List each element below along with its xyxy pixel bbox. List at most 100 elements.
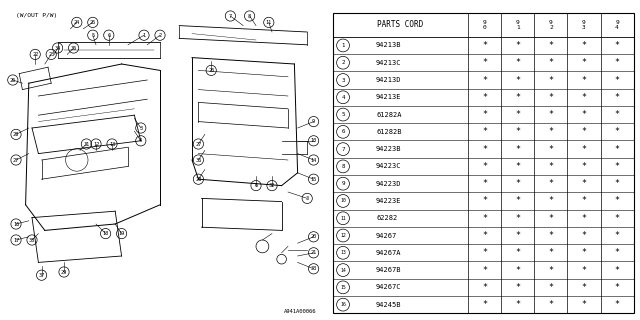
- Text: *: *: [515, 214, 520, 223]
- Text: *: *: [515, 179, 520, 188]
- Text: 36: 36: [195, 157, 202, 163]
- Text: *: *: [614, 145, 620, 154]
- Text: 26: 26: [10, 77, 16, 83]
- Text: *: *: [515, 283, 520, 292]
- Text: *: *: [548, 300, 554, 309]
- Text: 16: 16: [13, 221, 19, 227]
- Text: 94223C: 94223C: [376, 164, 402, 169]
- Text: *: *: [548, 266, 554, 275]
- Text: 27: 27: [13, 157, 19, 163]
- Text: A941A00066: A941A00066: [284, 308, 317, 314]
- Text: 9
4: 9 4: [615, 20, 619, 30]
- Text: 94223B: 94223B: [376, 146, 402, 152]
- Text: *: *: [515, 300, 520, 309]
- Text: 8: 8: [341, 164, 345, 169]
- Text: 2: 2: [341, 60, 345, 65]
- Text: 4: 4: [341, 95, 345, 100]
- Text: *: *: [515, 266, 520, 275]
- Text: *: *: [614, 76, 620, 84]
- Text: 9
0: 9 0: [483, 20, 486, 30]
- Text: *: *: [515, 231, 520, 240]
- Text: (W/OUT P/W): (W/OUT P/W): [16, 13, 57, 18]
- Text: *: *: [515, 76, 520, 84]
- Text: *: *: [582, 93, 586, 102]
- Text: 27: 27: [195, 141, 202, 147]
- Text: 17: 17: [13, 237, 19, 243]
- Text: *: *: [482, 162, 487, 171]
- Text: *: *: [482, 76, 487, 84]
- Text: *: *: [548, 76, 554, 84]
- Text: *: *: [515, 145, 520, 154]
- Text: PARTS CORD: PARTS CORD: [378, 20, 424, 29]
- Text: 61282A: 61282A: [376, 112, 402, 117]
- Text: 3: 3: [341, 77, 345, 83]
- Text: *: *: [482, 300, 487, 309]
- Text: 94213B: 94213B: [376, 43, 402, 48]
- Text: *: *: [548, 58, 554, 67]
- Text: *: *: [614, 41, 620, 50]
- Text: 14: 14: [340, 268, 346, 273]
- Text: 5: 5: [92, 33, 94, 38]
- Text: *: *: [548, 214, 554, 223]
- Text: *: *: [582, 145, 586, 154]
- Text: *: *: [614, 196, 620, 205]
- Text: 21: 21: [310, 250, 317, 255]
- Text: *: *: [614, 179, 620, 188]
- Text: 19: 19: [118, 231, 125, 236]
- Text: 9
1: 9 1: [516, 20, 520, 30]
- Text: 61282B: 61282B: [376, 129, 402, 135]
- Text: 15: 15: [310, 177, 317, 182]
- Text: *: *: [582, 196, 586, 205]
- Text: 62282: 62282: [376, 215, 397, 221]
- Text: 6: 6: [108, 33, 110, 38]
- Text: *: *: [582, 162, 586, 171]
- Text: 28: 28: [195, 177, 202, 182]
- Text: 10: 10: [310, 138, 317, 143]
- Text: 7: 7: [229, 13, 232, 19]
- Text: 13: 13: [109, 141, 115, 147]
- Text: *: *: [482, 231, 487, 240]
- Text: 94267: 94267: [376, 233, 397, 238]
- Text: *: *: [614, 110, 620, 119]
- Text: *: *: [582, 283, 586, 292]
- Text: 94213D: 94213D: [376, 77, 402, 83]
- Text: 94267A: 94267A: [376, 250, 402, 256]
- Text: 29: 29: [61, 269, 67, 275]
- Text: 5: 5: [341, 112, 345, 117]
- Text: *: *: [614, 266, 620, 275]
- Text: *: *: [582, 231, 586, 240]
- Text: 26: 26: [208, 68, 214, 73]
- Text: 1: 1: [143, 33, 145, 38]
- Text: *: *: [515, 110, 520, 119]
- Text: 16: 16: [340, 302, 346, 307]
- Text: *: *: [548, 231, 554, 240]
- Text: *: *: [548, 248, 554, 257]
- Text: 20: 20: [310, 234, 317, 239]
- Text: *: *: [582, 266, 586, 275]
- Text: 23: 23: [48, 52, 54, 57]
- Text: *: *: [614, 248, 620, 257]
- Text: 9
2: 9 2: [549, 20, 553, 30]
- Text: *: *: [548, 145, 554, 154]
- Text: *: *: [482, 283, 487, 292]
- Text: 25: 25: [90, 20, 96, 25]
- Text: *: *: [482, 110, 487, 119]
- Text: 8: 8: [248, 13, 251, 19]
- Text: *: *: [582, 110, 586, 119]
- Text: 9
3: 9 3: [582, 20, 586, 30]
- Text: 1: 1: [341, 43, 345, 48]
- Text: 30: 30: [29, 237, 35, 243]
- Text: 15: 15: [340, 285, 346, 290]
- Text: 11: 11: [266, 20, 272, 25]
- Text: *: *: [548, 162, 554, 171]
- Text: *: *: [548, 196, 554, 205]
- Text: *: *: [482, 127, 487, 136]
- Text: *: *: [548, 179, 554, 188]
- Text: *: *: [548, 283, 554, 292]
- Text: *: *: [582, 127, 586, 136]
- Text: *: *: [482, 214, 487, 223]
- Text: 22: 22: [32, 52, 38, 57]
- Text: *: *: [582, 41, 586, 50]
- Text: *: *: [614, 93, 620, 102]
- Text: *: *: [515, 58, 520, 67]
